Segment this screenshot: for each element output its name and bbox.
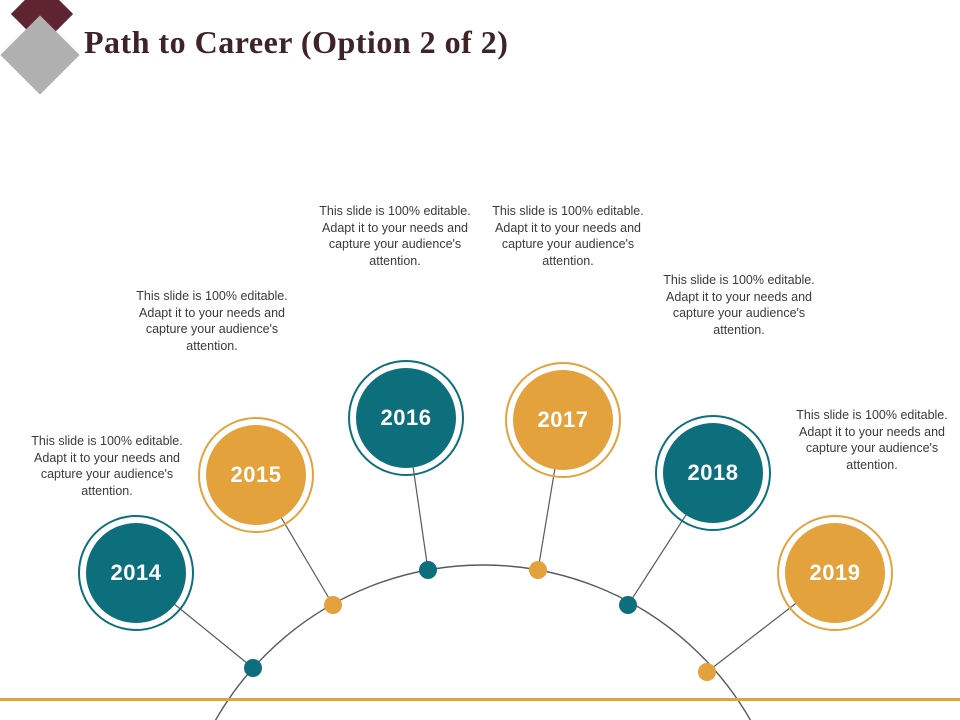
milestone-year-2015: 2015 xyxy=(206,425,306,525)
timeline-arc xyxy=(214,564,752,720)
caption-2018: This slide is 100% editable. Adapt it to… xyxy=(663,273,815,337)
caption-2014: This slide is 100% editable. Adapt it to… xyxy=(31,434,183,498)
arc-dot-2016 xyxy=(419,561,437,579)
caption-2015: This slide is 100% editable. Adapt it to… xyxy=(136,289,288,353)
bottom-accent-line xyxy=(0,698,960,701)
caption-2017: This slide is 100% editable. Adapt it to… xyxy=(492,204,644,268)
milestone-year-2019: 2019 xyxy=(785,523,885,623)
arc-dot-2018 xyxy=(619,596,637,614)
milestone-year-2014: 2014 xyxy=(86,523,186,623)
milestone-circle-2018: 2018 xyxy=(655,415,771,531)
caption-2016: This slide is 100% editable. Adapt it to… xyxy=(319,204,471,268)
caption-2019: This slide is 100% editable. Adapt it to… xyxy=(796,408,948,472)
arc-dot-2015 xyxy=(324,596,342,614)
arc-dot-2019 xyxy=(698,663,716,681)
milestone-circle-2014: 2014 xyxy=(78,515,194,631)
arc-dot-2014 xyxy=(244,659,262,677)
milestone-circle-2017: 2017 xyxy=(505,362,621,478)
milestone-year-2017: 2017 xyxy=(513,370,613,470)
milestone-circle-2019: 2019 xyxy=(777,515,893,631)
milestone-circle-2016: 2016 xyxy=(348,360,464,476)
milestone-year-2016: 2016 xyxy=(356,368,456,468)
page-title: Path to Career (Option 2 of 2) xyxy=(84,24,509,60)
milestone-circle-2015: 2015 xyxy=(198,417,314,533)
arc-dot-2017 xyxy=(529,561,547,579)
milestone-year-2018: 2018 xyxy=(663,423,763,523)
